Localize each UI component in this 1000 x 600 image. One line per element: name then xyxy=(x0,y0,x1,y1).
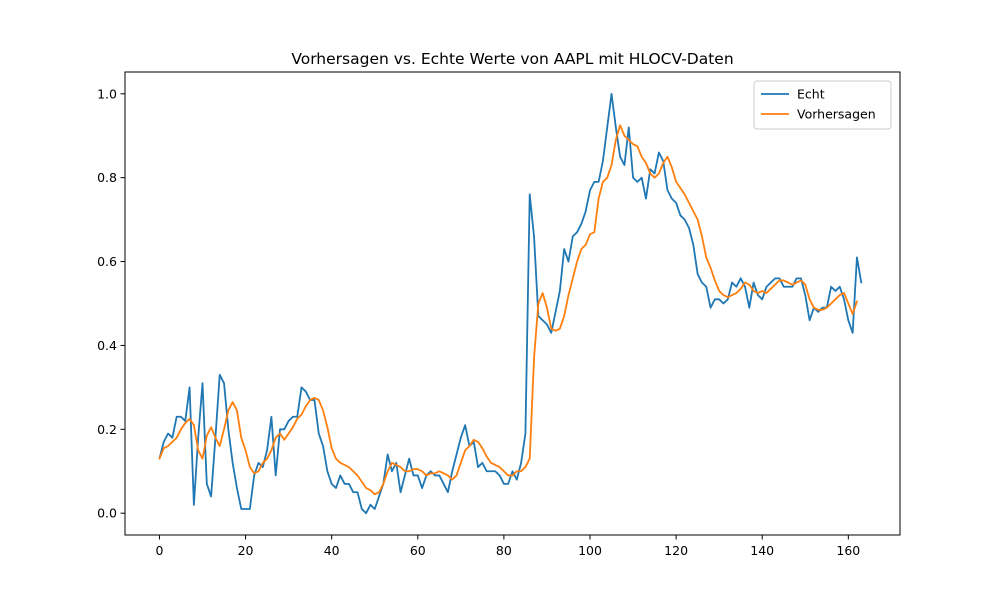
y-tick-label: 0.4 xyxy=(97,338,117,353)
y-tick-label: 0.8 xyxy=(97,170,117,185)
x-tick-label: 60 xyxy=(410,543,426,558)
series-line-vorhersagen xyxy=(158,124,858,496)
x-tick-label: 40 xyxy=(324,543,340,558)
y-tick-label: 1.0 xyxy=(97,86,117,101)
y-tick-label: 0.6 xyxy=(97,254,117,269)
chart-title: Vorhersagen vs. Echte Werte von AAPL mit… xyxy=(291,50,733,68)
x-tick-label: 160 xyxy=(836,543,860,558)
x-tick-label: 100 xyxy=(578,543,602,558)
y-axis: 0.0 0.2 0.4 0.6 0.8 1.0 xyxy=(97,86,125,521)
series-line-echt xyxy=(158,92,863,515)
y-tick-label: 0.0 xyxy=(97,506,117,521)
legend: Echt Vorhersagen xyxy=(753,80,892,130)
x-tick-label: 0 xyxy=(155,543,163,558)
x-tick-label: 120 xyxy=(664,543,688,558)
axes-frame xyxy=(124,71,901,536)
x-tick-label: 80 xyxy=(496,543,512,558)
y-tick-label: 0.2 xyxy=(97,422,117,437)
legend-box xyxy=(753,80,892,130)
plot-area xyxy=(158,92,863,515)
x-axis: 0 20 40 60 80 100 120 140 160 xyxy=(155,535,860,558)
legend-label-echt: Echt xyxy=(797,87,825,102)
legend-label-vorhersagen: Vorhersagen xyxy=(797,107,876,122)
x-tick-label: 20 xyxy=(238,543,254,558)
x-tick-label: 140 xyxy=(750,543,774,558)
